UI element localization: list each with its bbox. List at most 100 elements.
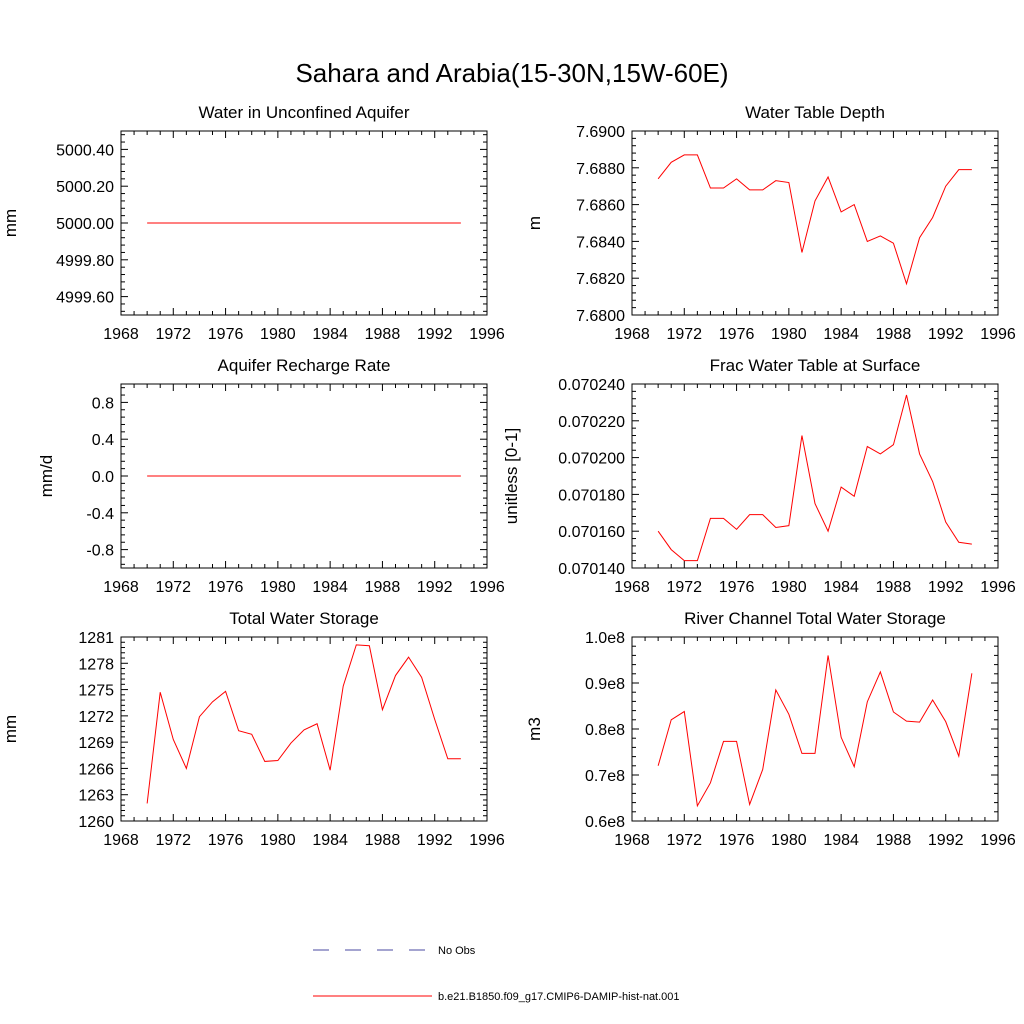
x-tick-label: 1968: [614, 326, 650, 343]
panel-3: 1968 1972 1976 1980 1984 1988 1992 1996 -0.8 -0.4…: [37, 356, 505, 596]
y-tick-label: 0.4: [92, 432, 114, 449]
series-line: [657, 655, 973, 808]
y-tick-label: 1281: [78, 630, 114, 647]
y-tick-label: 1278: [78, 656, 114, 673]
y-tick-label: 5000.40: [56, 142, 114, 159]
panel-5: 1968 1972 1976 1980 1984 1988 1992 1996 1260 1263…: [1, 609, 505, 849]
x-tick-label: 1988: [876, 579, 912, 596]
panel-title: Total Water Storage: [229, 609, 379, 628]
x-tick-label: 1984: [823, 579, 859, 596]
x-tick-label: 1988: [876, 832, 912, 849]
y-tick-label: 0.6e8: [585, 814, 625, 831]
x-tick-label: 1976: [208, 579, 244, 596]
panel-6: 1968 1972 1976 1980 1984 1988 1992 1996 0.6e8 0.7…: [525, 609, 1016, 849]
y-axis-label: unitless [0-1]: [502, 428, 521, 524]
y-tick-label: 0.8e8: [585, 722, 625, 739]
series-line: [657, 154, 972, 286]
x-tick-label: 1992: [417, 579, 453, 596]
plot-frame: [631, 383, 999, 569]
y-axis-label: m: [525, 216, 544, 230]
x-tick-label: 1996: [469, 832, 505, 849]
panels: 1968 1972 1976 1980 1984 1988 1992 1996 4999.60 4…: [1, 103, 1016, 849]
x-tick-label: 1968: [103, 832, 139, 849]
x-tick-label: 1980: [260, 326, 296, 343]
y-tick-label: 7.6860: [576, 198, 625, 215]
y-tick-label: 0.9e8: [585, 676, 625, 693]
y-tick-label: 4999.60: [56, 290, 114, 307]
y-axis-label: mm: [1, 715, 20, 743]
y-tick-label: 7.6800: [576, 308, 625, 325]
x-tick-label: 1980: [771, 326, 807, 343]
x-tick-label: 1996: [980, 326, 1016, 343]
y-tick-label: 0.070160: [558, 524, 625, 541]
x-tick-label: 1976: [719, 579, 755, 596]
y-tick-label: 0.8: [92, 395, 114, 412]
panel-4: 1968 1972 1976 1980 1984 1988 1992 1996 0.070140…: [502, 356, 1016, 596]
x-tick-label: 1984: [312, 832, 348, 849]
y-tick-label: 0.070140: [558, 561, 625, 578]
panel-2: 1968 1972 1976 1980 1984 1988 1992 1996 7.6800 7.…: [525, 103, 1016, 343]
y-axis-label: m3: [525, 717, 544, 741]
plot-frame: [631, 130, 999, 316]
y-tick-label: 7.6840: [576, 234, 625, 251]
x-tick-label: 1980: [260, 832, 296, 849]
panel-title: River Channel Total Water Storage: [684, 609, 946, 628]
x-tick-label: 1972: [666, 326, 702, 343]
series-line: [146, 644, 461, 804]
x-tick-label: 1988: [876, 326, 912, 343]
y-tick-label: 0.070200: [558, 451, 625, 468]
plot-frame: [120, 636, 488, 822]
y-tick-label: 7.6900: [576, 124, 625, 141]
y-tick-label: 1266: [78, 761, 114, 778]
y-tick-label: 1260: [78, 814, 114, 831]
x-tick-label: 1996: [980, 832, 1016, 849]
y-tick-label: 1.0e8: [585, 630, 625, 647]
y-tick-label: 5000.00: [56, 216, 114, 233]
legend-label-2: b.e21.B1850.f09_g17.CMIP6-DAMIP-hist-nat…: [438, 991, 680, 1003]
y-tick-label: -0.8: [86, 543, 114, 560]
x-tick-label: 1980: [260, 579, 296, 596]
legend-label-1: No Obs: [438, 945, 476, 957]
y-tick-label: 7.6880: [576, 161, 625, 178]
x-tick-label: 1972: [666, 579, 702, 596]
x-tick-label: 1972: [155, 579, 191, 596]
x-tick-label: 1976: [208, 326, 244, 343]
y-tick-label: 5000.20: [56, 179, 114, 196]
x-tick-label: 1980: [771, 579, 807, 596]
x-tick-label: 1992: [417, 326, 453, 343]
x-tick-label: 1984: [312, 326, 348, 343]
y-axis-label: mm: [1, 209, 20, 237]
y-tick-label: 7.6820: [576, 271, 625, 288]
x-tick-label: 1992: [928, 579, 964, 596]
x-tick-label: 1996: [980, 579, 1016, 596]
x-tick-label: 1972: [155, 326, 191, 343]
y-tick-label: 1269: [78, 735, 114, 752]
x-tick-label: 1968: [103, 326, 139, 343]
x-tick-label: 1992: [417, 832, 453, 849]
legend: No Obs b.e21.B1850.f09_g17.CMIP6-DAMIP-hi…: [313, 945, 680, 1003]
y-tick-label: 1275: [78, 683, 114, 700]
x-tick-label: 1980: [771, 832, 807, 849]
x-tick-label: 1972: [155, 832, 191, 849]
x-tick-label: 1988: [365, 832, 401, 849]
x-tick-label: 1984: [312, 579, 348, 596]
y-tick-label: 0.070240: [558, 377, 625, 394]
x-tick-label: 1996: [469, 326, 505, 343]
y-tick-label: 0.070220: [558, 414, 625, 431]
y-tick-label: 1272: [78, 709, 114, 726]
panel-1: 1968 1972 1976 1980 1984 1988 1992 1996 4999.60 4…: [1, 103, 505, 343]
y-tick-label: 0.7e8: [585, 768, 625, 785]
series-line: [657, 394, 972, 562]
y-tick-label: 0.0: [92, 469, 114, 486]
x-tick-label: 1988: [365, 579, 401, 596]
panel-title: Water Table Depth: [745, 103, 885, 122]
y-tick-label: -0.4: [86, 506, 114, 523]
y-tick-label: 0.070180: [558, 487, 625, 504]
x-tick-label: 1968: [103, 579, 139, 596]
y-axis-label: mm/d: [37, 455, 56, 498]
x-tick-label: 1992: [928, 832, 964, 849]
x-tick-label: 1968: [614, 832, 650, 849]
x-tick-label: 1976: [719, 326, 755, 343]
x-tick-label: 1968: [614, 579, 650, 596]
